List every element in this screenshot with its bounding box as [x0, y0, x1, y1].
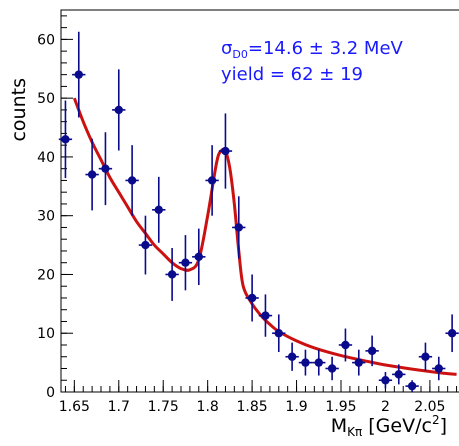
data-point	[327, 364, 337, 373]
data-point	[114, 105, 123, 115]
x-tick-label: 1.8	[197, 399, 219, 415]
data-point	[234, 223, 243, 232]
x-axis-label-main: M	[331, 415, 347, 437]
plot-layer: 1.65 1.7 1.75 1.8 1.85 1.9 1.95 2 2.05 0 10 20 30 40 5…	[37, 9, 459, 415]
data-point	[381, 376, 390, 385]
data-point	[341, 340, 350, 350]
x-axis-label-close: ]	[440, 415, 447, 437]
data-point	[354, 358, 363, 367]
data-point	[287, 352, 297, 361]
data-point	[261, 311, 270, 320]
y-tick-label: 60	[37, 32, 55, 48]
x-tick-label: 1.75	[148, 399, 179, 415]
data-point	[394, 370, 403, 379]
data-point	[87, 170, 97, 179]
sigma-value: =14.6 ± 3.2 MeV	[248, 38, 404, 59]
x-axis-label-sup: 2	[432, 413, 440, 427]
x-axis-label-unit: [GeV/c	[362, 415, 432, 437]
x-axis-label: MKπ [GeV/c2]	[331, 413, 447, 439]
y-tick-label: 20	[37, 267, 55, 283]
sigma-symbol: σ	[221, 38, 232, 59]
y-tick-label: 30	[37, 209, 55, 225]
data-point	[314, 358, 323, 367]
x-tick-label: 1.7	[108, 399, 130, 415]
data-point	[301, 358, 310, 367]
y-tick-label: 50	[37, 91, 55, 107]
fit-sigma-annotation: σD0=14.6 ± 3.2 MeV	[221, 38, 404, 61]
data-point	[154, 205, 163, 215]
data-point	[181, 258, 190, 267]
data-point	[101, 164, 110, 173]
x-axis-label-sub: Kπ	[347, 425, 362, 439]
x-tick-label: 1.95	[325, 399, 356, 415]
sigma-subscript: D0	[232, 48, 247, 61]
fit-yield-annotation: yield = 62 ± 19	[221, 64, 363, 85]
y-tick-label: 40	[37, 150, 55, 166]
x-tick-label: 2	[381, 399, 390, 415]
x-tick-label: 1.65	[59, 399, 90, 415]
data-point	[274, 329, 283, 338]
data-point	[207, 176, 217, 185]
x-tick-label: 1.85	[237, 399, 268, 415]
data-point	[141, 240, 150, 250]
y-tick-label: 0	[46, 385, 55, 401]
data-point	[221, 146, 230, 156]
y-axis-label: counts	[8, 78, 30, 142]
data-point	[61, 135, 70, 144]
x-tick-label: 1.9	[285, 399, 307, 415]
data-point	[434, 364, 443, 373]
data-point	[367, 346, 377, 356]
data-point	[167, 270, 177, 279]
data-point	[407, 381, 417, 391]
data-point	[127, 176, 137, 185]
y-tick-label: 10	[37, 326, 55, 342]
data-point	[74, 70, 83, 79]
data-point	[247, 293, 257, 303]
x-tick-label: 2.05	[414, 399, 445, 415]
data-point	[447, 329, 457, 338]
data-point	[421, 352, 430, 361]
data-point	[194, 252, 203, 262]
